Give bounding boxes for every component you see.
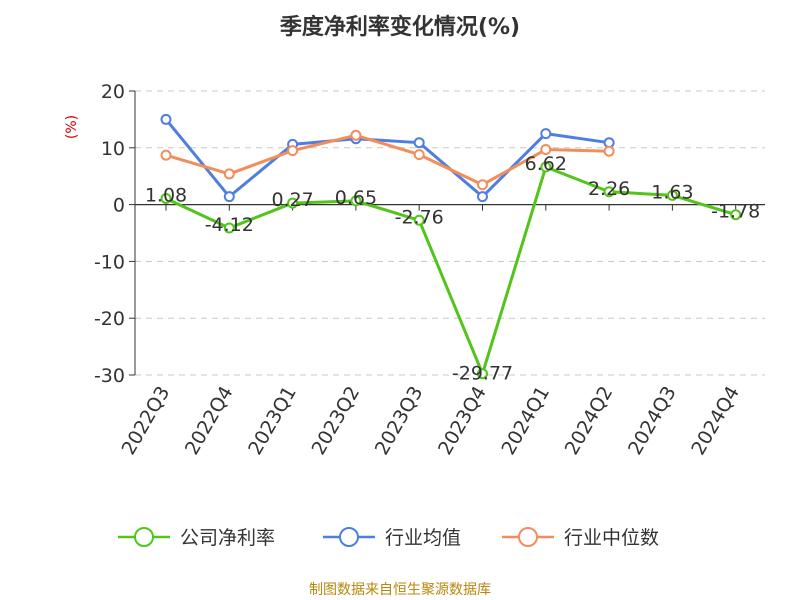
data-point: [223, 168, 235, 180]
data-point: [223, 191, 235, 203]
data-label: -2.76: [395, 206, 444, 228]
series-group: [160, 113, 742, 380]
y-tick-label: 10: [101, 138, 125, 160]
data-point: [540, 161, 552, 173]
data-label: 1.63: [651, 181, 693, 203]
legend: 公司净利率 行业均值 行业中位数: [118, 527, 659, 549]
x-tick-label: 2023Q1: [244, 383, 301, 459]
data-point: [223, 222, 235, 234]
data-point: [160, 149, 172, 161]
y-tick-label: -30: [94, 365, 125, 387]
data-label: -1.78: [711, 201, 760, 223]
data-point: [287, 145, 299, 157]
legend-marker: [134, 527, 154, 547]
chart-title: 季度净利率变化情况(%): [280, 14, 520, 40]
data-point: [477, 368, 488, 380]
y-axis-label: (%): [64, 115, 80, 139]
data-point: [603, 145, 615, 157]
data-point: [477, 179, 488, 191]
x-tick-label: 2024Q3: [624, 383, 681, 459]
x-tick-label: 2023Q3: [371, 383, 428, 459]
data-point: [477, 191, 488, 203]
source-note: 制图数据来自恒生聚源数据库: [309, 582, 491, 598]
data-label: 0.65: [335, 187, 377, 209]
x-tick-label: 2024Q1: [497, 383, 554, 459]
data-point: [350, 129, 362, 141]
x-tick-label: 2022Q3: [118, 383, 175, 459]
data-labels: 1.08 -4.12 0.27 0.65 -2.76 -29.77 6.62 2.26 1.63…: [145, 153, 760, 385]
legend-label: 行业中位数: [564, 527, 659, 549]
y-tick-label: 20: [101, 81, 125, 103]
x-tick-label: 2022Q4: [181, 383, 238, 459]
data-point: [287, 197, 299, 209]
data-point: [350, 195, 362, 207]
data-point: [730, 209, 742, 221]
data-label: 1.08: [145, 184, 187, 206]
y-tick-label: -10: [94, 251, 125, 273]
data-point: [540, 144, 552, 156]
y-tick-label: 0: [113, 195, 125, 217]
series-line: [164, 118, 610, 199]
series-line: [165, 133, 610, 187]
x-tick-label: 2024Q2: [561, 383, 618, 459]
gridlines: [135, 90, 765, 376]
data-point: [413, 149, 425, 161]
data-point: [160, 113, 172, 125]
x-tick-label: 2024Q4: [687, 383, 744, 459]
data-point: [160, 192, 172, 204]
data-point: [540, 128, 552, 140]
data-point: [666, 189, 678, 201]
data-label: -29.77: [452, 363, 513, 385]
x-tick-label: 2023Q2: [307, 383, 364, 459]
legend-label: 行业均值: [385, 527, 461, 549]
legend-marker: [339, 527, 359, 547]
series-line: [165, 165, 737, 376]
data-label: 0.27: [271, 189, 313, 211]
x-tick-label: 2023Q4: [434, 383, 491, 459]
data-label: 6.62: [525, 153, 567, 175]
y-tick-label: -20: [94, 308, 125, 330]
data-point: [413, 137, 425, 149]
data-point: [413, 214, 425, 226]
data-label: -4.12: [205, 214, 254, 236]
legend-label: 公司净利率: [180, 527, 275, 549]
data-label: 2.26: [588, 178, 630, 200]
legend-marker: [518, 527, 538, 547]
data-point: [603, 186, 615, 198]
